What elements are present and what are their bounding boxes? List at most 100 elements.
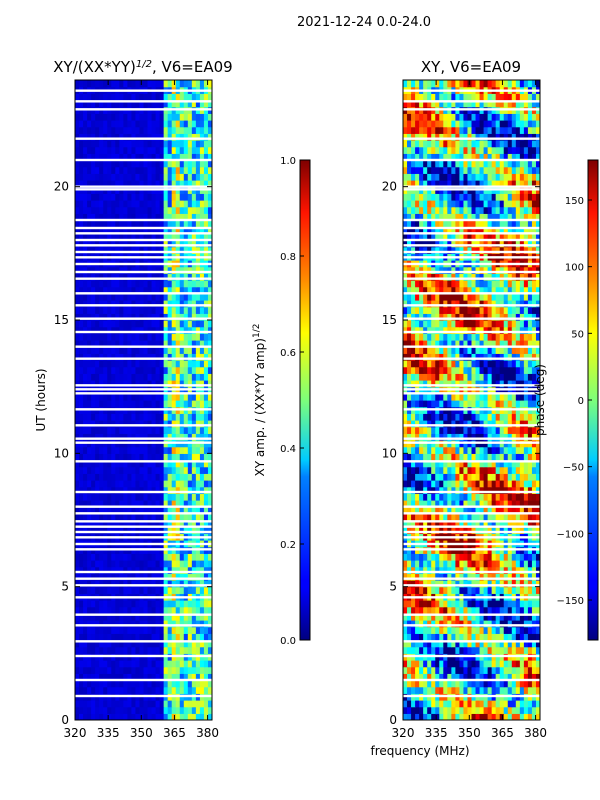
heatmap-cell bbox=[139, 113, 145, 121]
heatmap-cell bbox=[443, 613, 448, 621]
heatmap-cell bbox=[455, 560, 461, 568]
heatmap-cell bbox=[79, 700, 84, 708]
heatmap-cell bbox=[415, 660, 420, 668]
heatmap-cell bbox=[127, 573, 133, 581]
heatmap-cell bbox=[491, 526, 497, 534]
heatmap-cell bbox=[135, 140, 141, 148]
heatmap-cell bbox=[115, 573, 120, 581]
heatmap-cell bbox=[439, 686, 444, 694]
heatmap-cell bbox=[187, 80, 193, 88]
heatmap-cell bbox=[139, 700, 145, 708]
heatmap-cell bbox=[403, 560, 408, 568]
heatmap-cell bbox=[199, 606, 205, 614]
heatmap-cell bbox=[147, 700, 153, 708]
heatmap-cell bbox=[139, 226, 145, 234]
heatmap-cell bbox=[131, 113, 137, 121]
heatmap-cell bbox=[103, 393, 108, 401]
heatmap-cell bbox=[191, 266, 197, 274]
heatmap-cell bbox=[159, 180, 165, 188]
heatmap-cell bbox=[127, 646, 133, 654]
heatmap-cell bbox=[155, 486, 161, 494]
heatmap-cell bbox=[207, 240, 212, 248]
heatmap-cell bbox=[471, 626, 477, 634]
heatmap-cell bbox=[167, 240, 173, 248]
heatmap-cell bbox=[107, 80, 112, 88]
heatmap-cell bbox=[187, 213, 193, 221]
heatmap-cell bbox=[115, 420, 120, 428]
heatmap-cell bbox=[87, 513, 92, 521]
heatmap-cell bbox=[199, 513, 205, 521]
heatmap-cell bbox=[115, 333, 120, 341]
heatmap-cell bbox=[79, 326, 84, 334]
heatmap-cell bbox=[131, 573, 137, 581]
heatmap-cell bbox=[199, 500, 205, 508]
heatmap-cell bbox=[147, 500, 153, 508]
heatmap-cell bbox=[463, 566, 469, 574]
heatmap-cell bbox=[439, 400, 444, 408]
heatmap-cell bbox=[535, 446, 540, 454]
heatmap-cell bbox=[151, 113, 157, 121]
heatmap-cell bbox=[199, 220, 205, 228]
heatmap-cell bbox=[467, 520, 473, 528]
heatmap-cell bbox=[511, 420, 517, 428]
heatmap-cell bbox=[171, 500, 177, 508]
heatmap-cell bbox=[159, 520, 165, 528]
heatmap-cell bbox=[143, 153, 149, 161]
heatmap-cell bbox=[127, 280, 133, 288]
heatmap-cell bbox=[115, 220, 120, 228]
heatmap-cell bbox=[91, 500, 96, 508]
heatmap-cell bbox=[435, 473, 440, 481]
heatmap-cell bbox=[119, 520, 124, 528]
heatmap-cell bbox=[95, 320, 100, 328]
heatmap-cell bbox=[531, 453, 537, 461]
heatmap-cell bbox=[451, 433, 456, 441]
heatmap-cell bbox=[167, 706, 173, 714]
heatmap-cell bbox=[139, 686, 145, 694]
heatmap-cell bbox=[203, 286, 209, 294]
heatmap-cell bbox=[491, 686, 497, 694]
heatmap-cell bbox=[179, 640, 185, 648]
heatmap-cell bbox=[435, 613, 440, 621]
heatmap-cell bbox=[447, 426, 452, 434]
heatmap-cell bbox=[131, 200, 137, 208]
heatmap-cell bbox=[195, 500, 201, 508]
heatmap-cell bbox=[427, 453, 432, 461]
heatmap-cell bbox=[151, 686, 157, 694]
heatmap-cell bbox=[135, 586, 141, 594]
heatmap-cell bbox=[163, 300, 169, 308]
heatmap-cell bbox=[159, 200, 165, 208]
heatmap-cell bbox=[143, 646, 149, 654]
heatmap-cell bbox=[507, 700, 513, 708]
heatmap-cell bbox=[199, 140, 205, 148]
heatmap-cell bbox=[527, 673, 533, 681]
heatmap-cell bbox=[99, 666, 104, 674]
heatmap-cell bbox=[79, 160, 84, 168]
heatmap-cell bbox=[155, 633, 161, 641]
heatmap-cell bbox=[523, 460, 529, 468]
heatmap-cell bbox=[155, 226, 161, 234]
heatmap-cell bbox=[147, 706, 153, 714]
heatmap-cell bbox=[107, 426, 112, 434]
heatmap-cell bbox=[131, 453, 137, 461]
heatmap-cell bbox=[511, 646, 517, 654]
heatmap-cell bbox=[203, 666, 209, 674]
heatmap-cell bbox=[447, 500, 452, 508]
heatmap-cell bbox=[199, 340, 205, 348]
heatmap-cell bbox=[119, 393, 124, 401]
heatmap-cell bbox=[535, 586, 540, 594]
heatmap-cell bbox=[99, 380, 104, 388]
heatmap-cell bbox=[127, 220, 133, 228]
heatmap-cell bbox=[471, 606, 477, 614]
heatmap-cell bbox=[183, 360, 189, 368]
heatmap-cell bbox=[411, 426, 416, 434]
heatmap-cell bbox=[119, 206, 124, 214]
heatmap-cell bbox=[119, 113, 124, 121]
heatmap-cell bbox=[99, 246, 104, 254]
heatmap-cell bbox=[167, 480, 173, 488]
heatmap-cell bbox=[199, 333, 205, 341]
heatmap-cell bbox=[203, 526, 209, 534]
heatmap-cell bbox=[151, 613, 157, 621]
heatmap-cell bbox=[83, 213, 88, 221]
heatmap-cell bbox=[439, 620, 444, 628]
heatmap-cell bbox=[119, 213, 124, 221]
